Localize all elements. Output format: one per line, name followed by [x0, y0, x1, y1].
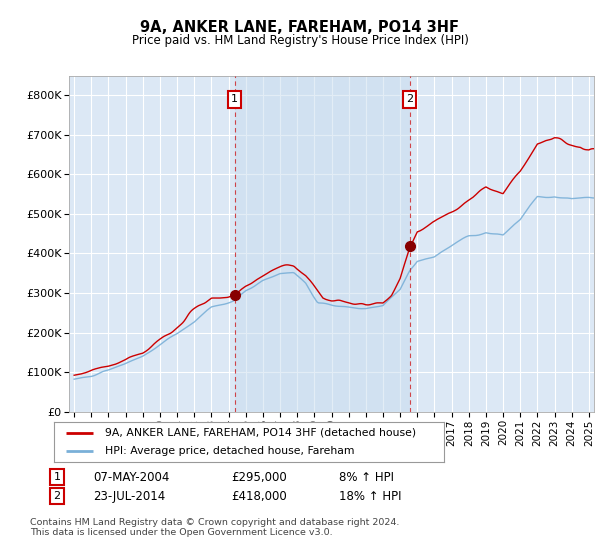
Text: 1: 1 [231, 94, 238, 104]
Text: 8% ↑ HPI: 8% ↑ HPI [339, 470, 394, 484]
Text: £418,000: £418,000 [231, 489, 287, 503]
Text: 9A, ANKER LANE, FAREHAM, PO14 3HF: 9A, ANKER LANE, FAREHAM, PO14 3HF [140, 20, 460, 35]
Text: HPI: Average price, detached house, Fareham: HPI: Average price, detached house, Fare… [105, 446, 354, 456]
Text: Price paid vs. HM Land Registry's House Price Index (HPI): Price paid vs. HM Land Registry's House … [131, 34, 469, 46]
Text: £295,000: £295,000 [231, 470, 287, 484]
Text: Contains HM Land Registry data © Crown copyright and database right 2024.
This d: Contains HM Land Registry data © Crown c… [30, 518, 400, 538]
Text: 1: 1 [53, 472, 61, 482]
Text: 07-MAY-2004: 07-MAY-2004 [93, 470, 169, 484]
Text: 9A, ANKER LANE, FAREHAM, PO14 3HF (detached house): 9A, ANKER LANE, FAREHAM, PO14 3HF (detac… [105, 428, 416, 437]
Text: 23-JUL-2014: 23-JUL-2014 [93, 489, 165, 503]
Text: 2: 2 [406, 94, 413, 104]
Text: 2: 2 [53, 491, 61, 501]
Bar [235, 76, 410, 412]
Text: 18% ↑ HPI: 18% ↑ HPI [339, 489, 401, 503]
